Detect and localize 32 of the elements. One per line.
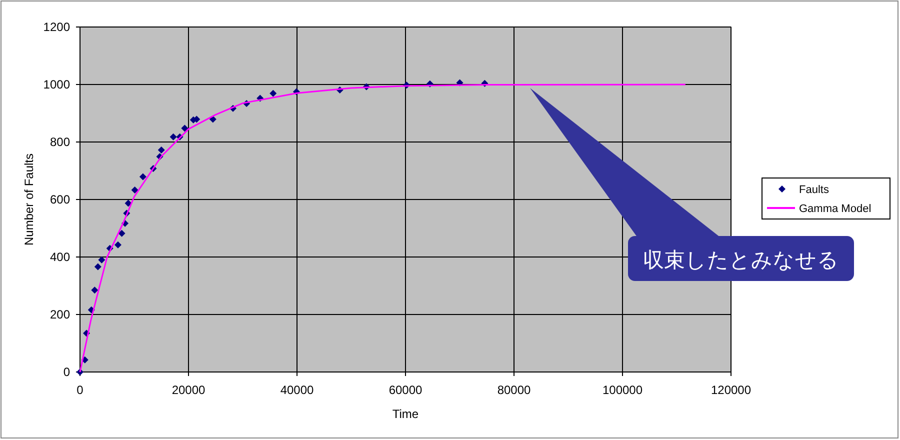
- x-axis-title: Time: [392, 407, 419, 421]
- y-axis-title: Number of Faults: [22, 153, 36, 246]
- point: [209, 116, 216, 123]
- x-tick-label: 80000: [497, 383, 532, 397]
- point: [118, 230, 126, 237]
- point: [181, 124, 188, 132]
- y-tick-label: 0: [63, 365, 70, 379]
- point: [94, 263, 102, 270]
- point: [170, 133, 177, 140]
- point: [91, 286, 98, 294]
- point: [158, 146, 165, 154]
- x-tick-label: 40000: [280, 383, 314, 397]
- legend-label: Faults: [799, 184, 830, 196]
- point: [131, 186, 138, 194]
- y-tick-label: 400: [50, 250, 70, 264]
- x-tick-label: 60000: [388, 383, 423, 397]
- y-tick-label: 1000: [43, 78, 70, 92]
- x-tick-label: 120000: [710, 383, 752, 397]
- legend-label: Gamma Model: [799, 203, 872, 215]
- y-tick-label: 600: [50, 192, 70, 206]
- point: [139, 173, 146, 180]
- y-tick-label: 1200: [43, 20, 70, 34]
- annotation: 収束したとみなせる: [643, 249, 839, 272]
- y-tick-label: 200: [50, 308, 70, 322]
- y-tick-label: 800: [50, 135, 70, 149]
- point: [114, 241, 122, 248]
- point: [270, 90, 277, 97]
- point: [124, 200, 132, 207]
- point: [98, 256, 106, 264]
- x-tick-label: 20000: [172, 383, 206, 397]
- x-tick-label: 100000: [602, 383, 643, 397]
- x-tick-label: 0: [76, 383, 84, 397]
